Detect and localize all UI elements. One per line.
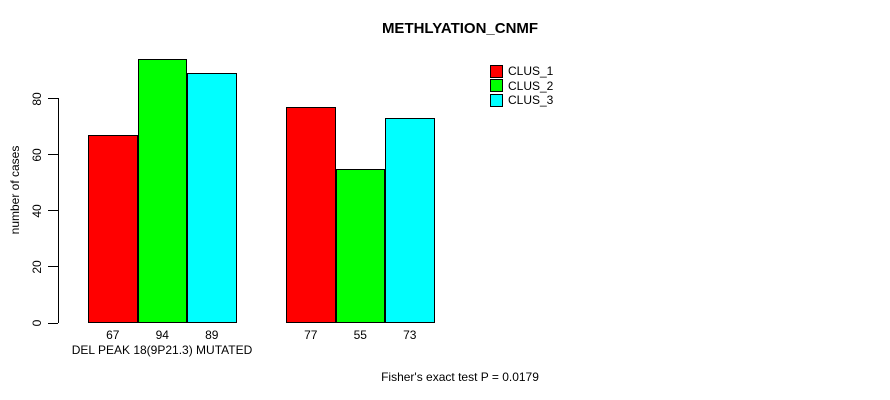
y-axis-tick <box>48 322 58 324</box>
bar-value-label: 89 <box>205 328 219 342</box>
chart-title: METHLYATION_CNMF <box>381 20 539 37</box>
y-axis-tick-label: 0 <box>30 319 44 327</box>
legend-label: CLUS_2 <box>508 78 554 93</box>
bar-value-label: 67 <box>106 328 120 342</box>
y-axis-tick-label: 60 <box>30 147 44 162</box>
annotation-text: Fisher's exact test P = 0.0179 <box>381 370 539 384</box>
legend: CLUS_1 CLUS_2 CLUS_3 <box>490 64 553 108</box>
y-axis-tick-label: 20 <box>30 260 44 274</box>
y-axis-tick <box>48 98 58 100</box>
y-axis-line <box>58 98 59 323</box>
legend-swatch-icon <box>490 64 503 78</box>
y-axis-tick-label: 80 <box>30 91 44 106</box>
y-axis-tick-label: 40 <box>30 204 44 218</box>
legend-swatch-icon <box>490 79 503 93</box>
legend-label: CLUS_1 <box>508 64 554 79</box>
y-axis-label: number of cases <box>8 145 22 235</box>
bar-clus_2-group2 <box>335 168 385 323</box>
y-axis-tick <box>48 266 58 268</box>
bar-clus_3-group1 <box>187 73 237 323</box>
legend-label: CLUS_3 <box>508 93 554 108</box>
bar-clus_3-group2 <box>385 118 435 323</box>
bar-clus_1-group2 <box>286 106 336 323</box>
bar-value-label: 94 <box>155 328 169 342</box>
bar-value-label: 77 <box>304 328 318 342</box>
y-axis-tick <box>48 154 58 156</box>
bar-value-label: 55 <box>353 328 367 342</box>
bar-clus_1-group1 <box>88 134 138 323</box>
x-group-label: DEL PEAK 18(9P21.3) MUTATED <box>71 343 253 357</box>
legend-item-clus_2: CLUS_2 <box>490 79 553 94</box>
bar-clus_2-group1 <box>137 59 187 323</box>
legend-item-clus_1: CLUS_1 <box>490 64 553 79</box>
legend-swatch-icon <box>490 93 503 107</box>
bar-value-label: 73 <box>403 328 417 342</box>
y-axis-tick <box>48 210 58 212</box>
legend-item-clus_3: CLUS_3 <box>490 93 553 108</box>
